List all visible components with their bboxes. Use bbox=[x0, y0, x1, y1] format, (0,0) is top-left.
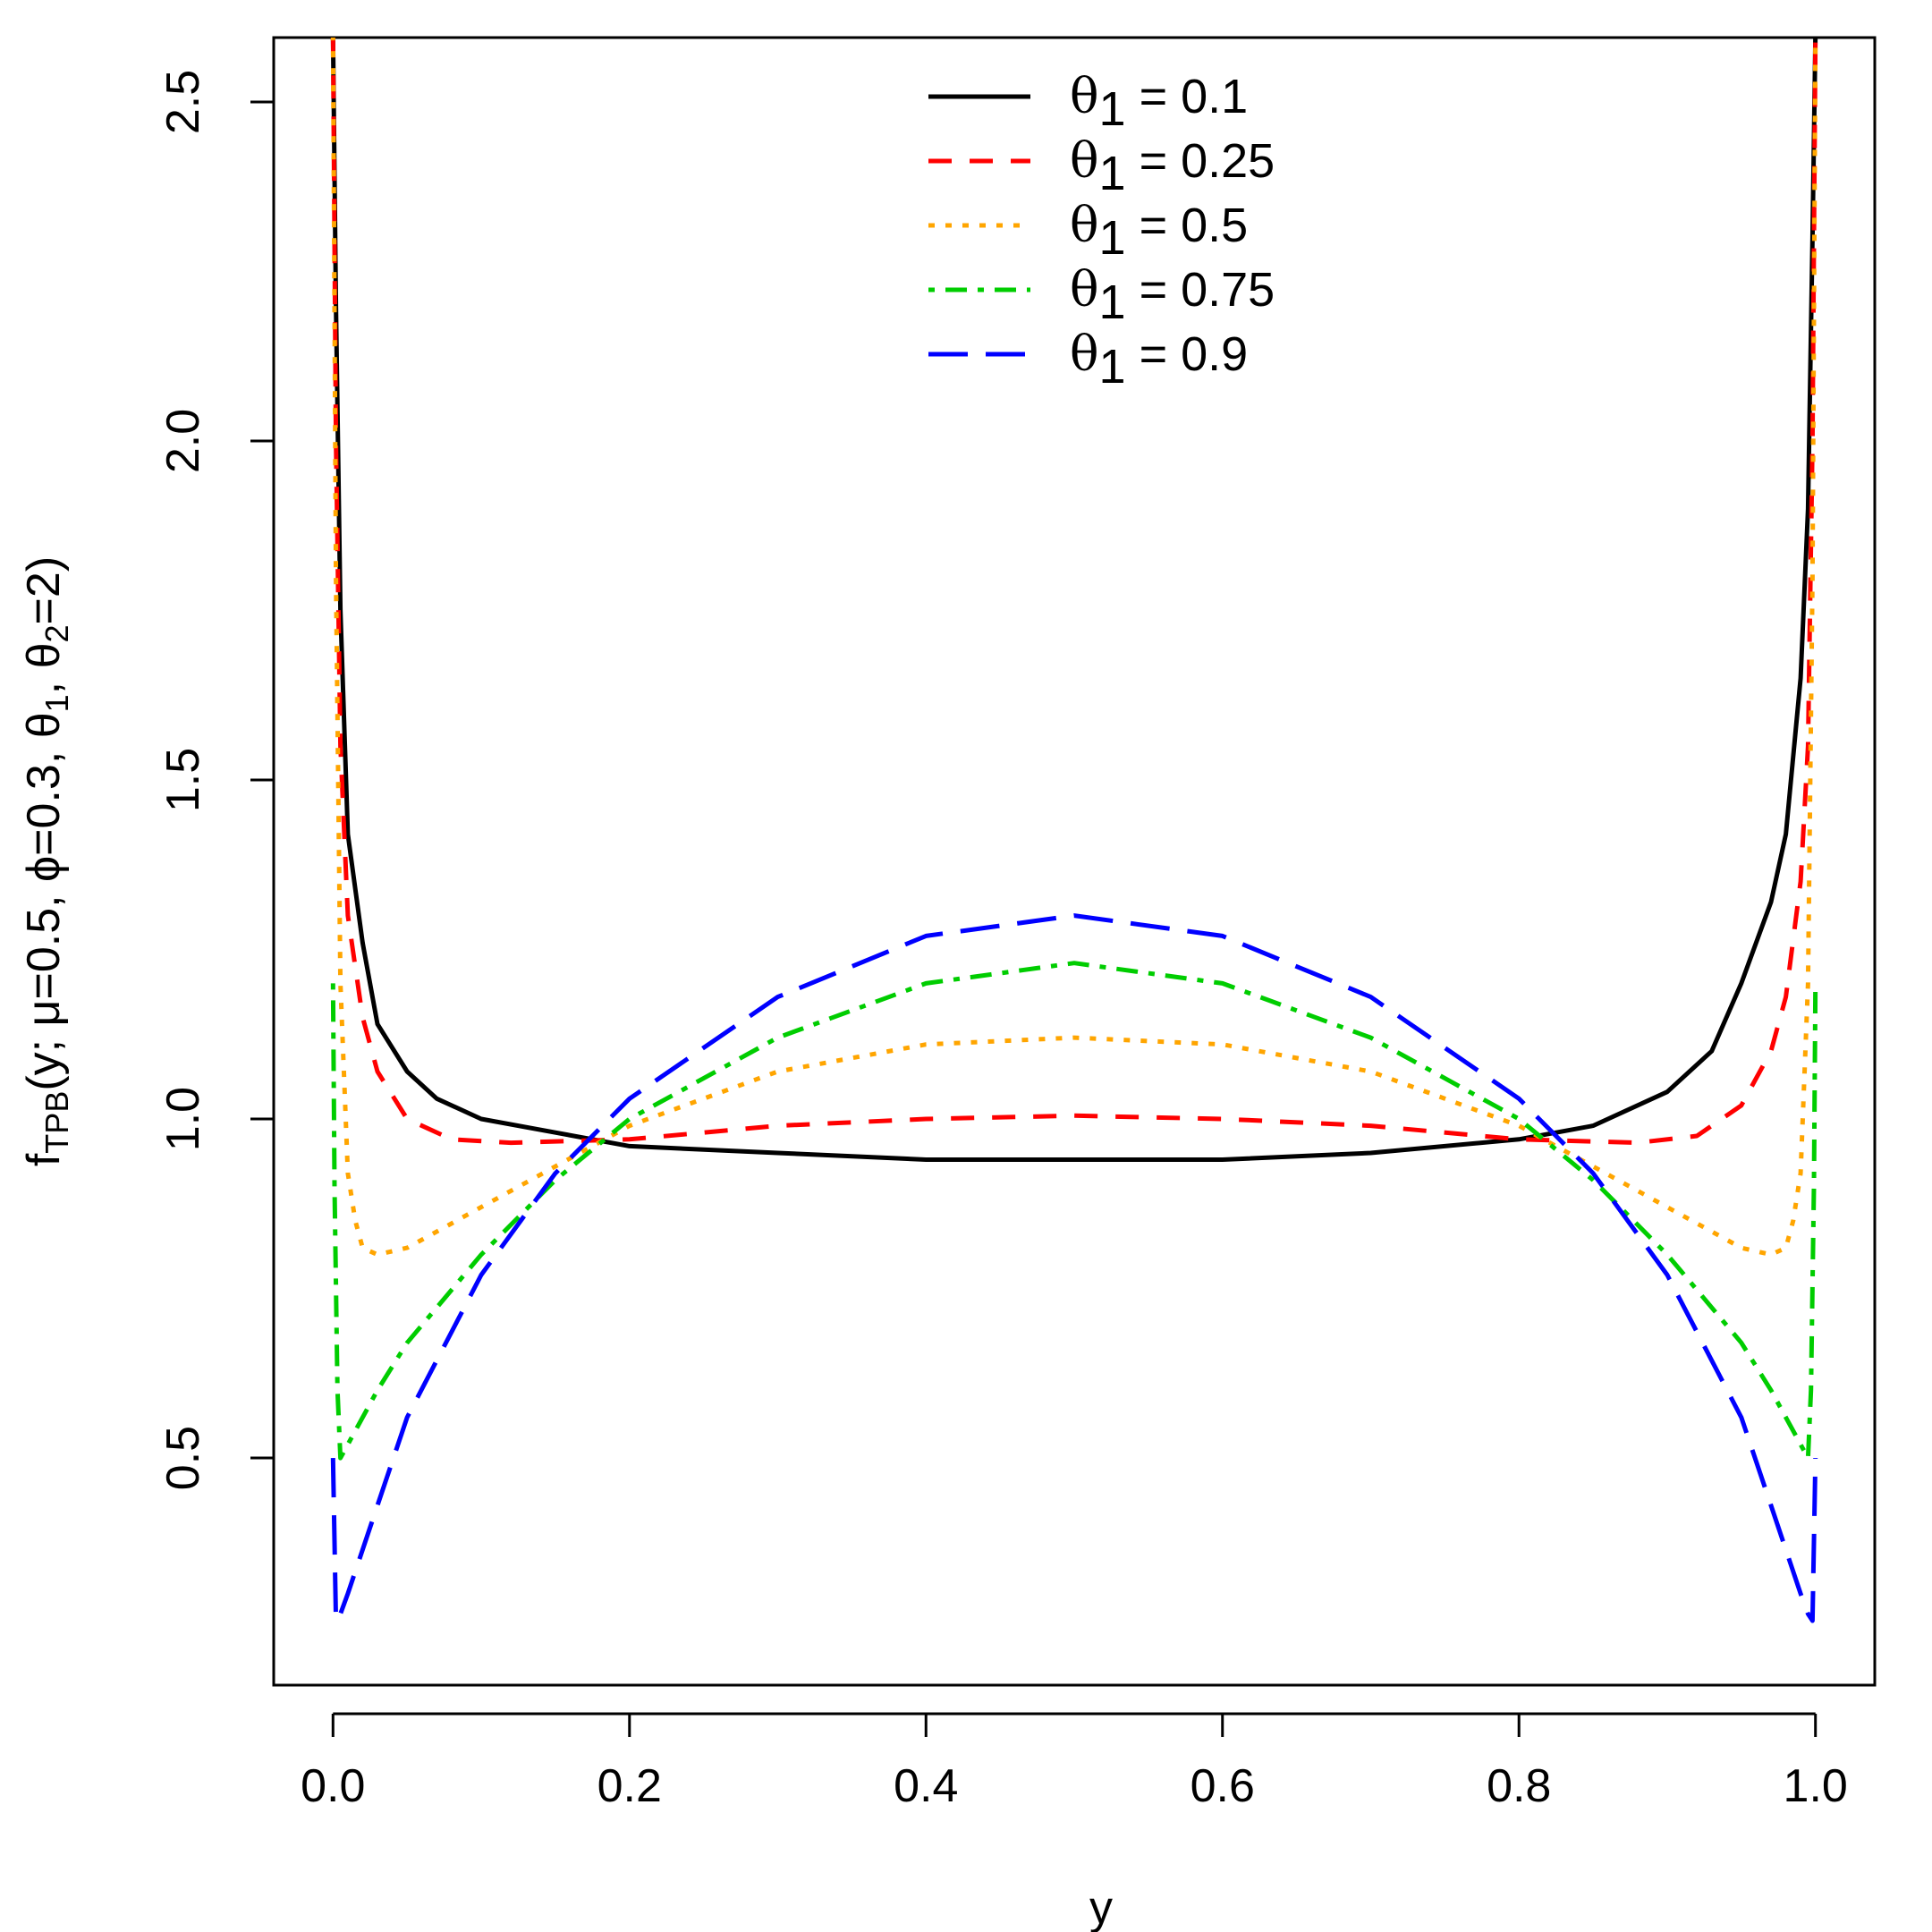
x-tick-label: 0.6 bbox=[1191, 1760, 1255, 1812]
y-title-theta1-sub: 1 bbox=[38, 694, 75, 712]
y-axis-title: fTPB(y; μ=0.5, ϕ=0.3, θ1, θ2=2) bbox=[18, 556, 75, 1166]
legend-value: = 0.9 bbox=[1126, 327, 1249, 381]
x-axis: 0.0 0.2 0.4 0.6 0.8 1.0 bbox=[301, 1712, 1848, 1812]
y-title-close: =2) bbox=[18, 556, 70, 625]
legend-theta: θ bbox=[1070, 132, 1099, 189]
y-tick-label: 2.0 bbox=[157, 409, 209, 473]
legend-subscript: 1 bbox=[1099, 211, 1126, 265]
y-tick-label: 2.5 bbox=[157, 70, 209, 134]
y-title-f-sub: TPB bbox=[38, 1091, 75, 1154]
series-line-5 bbox=[330, 913, 1818, 1623]
series-layer bbox=[330, 38, 1818, 1623]
legend-label-1: θ1 = 0.1 bbox=[1070, 68, 1248, 136]
y-title-f: f bbox=[18, 1153, 70, 1166]
series-line-2 bbox=[330, 38, 1818, 1146]
legend-label-3: θ1 = 0.5 bbox=[1070, 197, 1248, 265]
legend-theta: θ bbox=[1070, 68, 1099, 124]
legend-theta: θ bbox=[1070, 261, 1099, 318]
series-line-3 bbox=[330, 38, 1818, 1258]
x-tick-label: 0.8 bbox=[1487, 1760, 1551, 1812]
legend-subscript: 1 bbox=[1099, 340, 1126, 394]
legend-label-2: θ1 = 0.25 bbox=[1070, 132, 1275, 200]
legend-label-4: θ1 = 0.75 bbox=[1070, 261, 1275, 329]
y-tick-label: 0.5 bbox=[157, 1426, 209, 1490]
x-tick-label: 1.0 bbox=[1784, 1760, 1848, 1812]
y-title-open: (y; μ=0.5, ϕ=0.3, θ bbox=[18, 712, 70, 1090]
legend-subscript: 1 bbox=[1099, 275, 1126, 329]
y-title-mid: , θ bbox=[18, 643, 70, 695]
legend-theta: θ bbox=[1070, 197, 1099, 253]
legend-theta: θ bbox=[1070, 326, 1099, 382]
series-line-4 bbox=[330, 961, 1818, 1461]
legend-subscript: 1 bbox=[1099, 147, 1126, 200]
y-tick-label: 1.5 bbox=[157, 748, 209, 812]
x-axis-title: y bbox=[1089, 1882, 1113, 1932]
x-tick-label: 0.2 bbox=[597, 1760, 662, 1812]
series-line-1 bbox=[330, 38, 1818, 1162]
legend-value: = 0.25 bbox=[1126, 134, 1275, 188]
legend-value: = 0.75 bbox=[1126, 263, 1275, 317]
y-axis: 0.5 1.0 1.5 2.0 2.5 bbox=[157, 70, 275, 1490]
y-title-theta2-sub: 2 bbox=[38, 624, 75, 642]
legend-label-5: θ1 = 0.9 bbox=[1070, 326, 1248, 394]
x-tick-label: 0.4 bbox=[894, 1760, 958, 1812]
legend-value: = 0.5 bbox=[1126, 199, 1249, 252]
y-tick-label: 1.0 bbox=[157, 1087, 209, 1151]
x-tick-label: 0.0 bbox=[301, 1760, 365, 1812]
legend-value: = 0.1 bbox=[1126, 70, 1249, 123]
legend-subscript: 1 bbox=[1099, 82, 1126, 136]
